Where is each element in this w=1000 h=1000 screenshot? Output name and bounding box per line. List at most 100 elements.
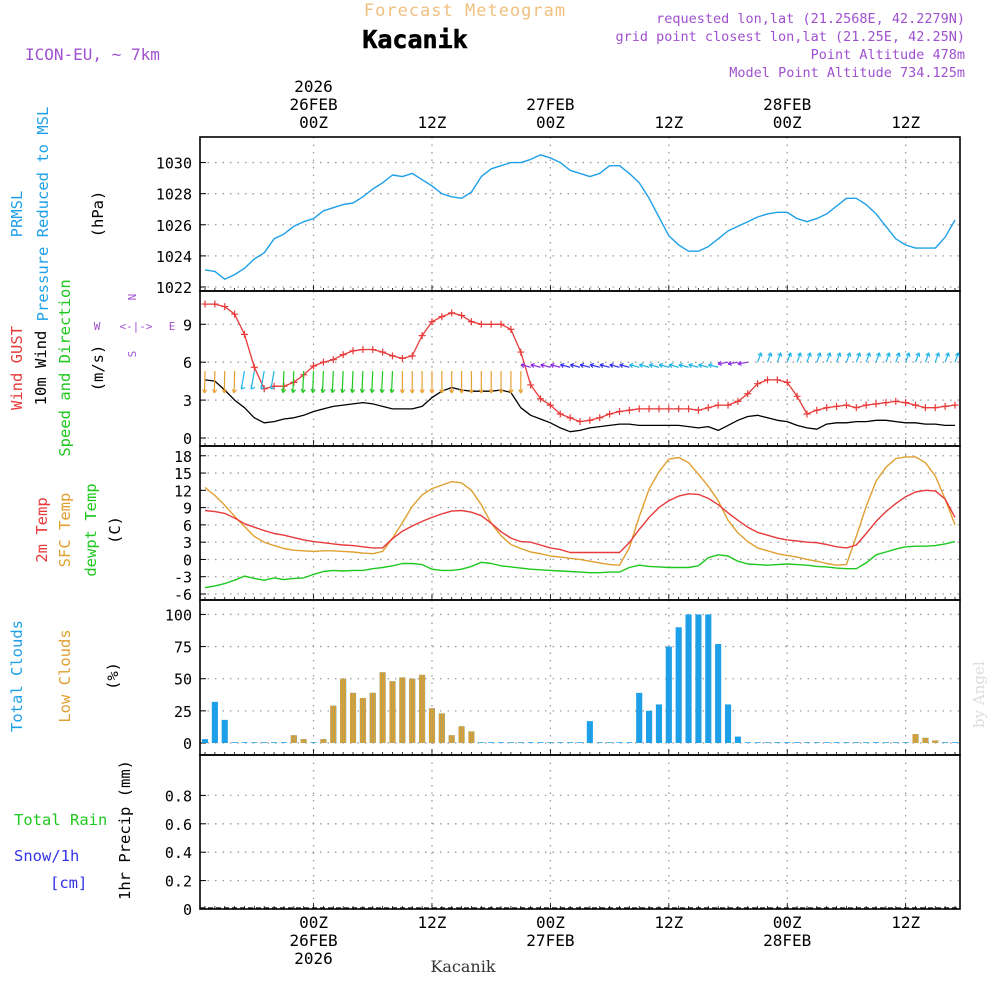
gust-marker: [862, 401, 870, 409]
wind-dir-label: Speed and Direction: [56, 279, 74, 456]
wind-arrow-head: [419, 389, 425, 394]
wind-direction-arrow: [321, 371, 325, 393]
wind-direction-arrow: [292, 371, 295, 393]
low-cloud-stripe: [379, 672, 382, 743]
wind-arrow-head: [806, 352, 812, 357]
total-cloud-bar: [201, 739, 209, 743]
total-cloud-bar: [833, 742, 840, 743]
top-time-label: 2026: [294, 77, 333, 96]
low-cloud-stripe: [391, 681, 394, 743]
total-cloud-bar: [626, 742, 633, 743]
wind-arrow-head: [350, 388, 356, 394]
panel-clouds: 0 25 50 75 100: [165, 599, 961, 756]
gust-marker: [754, 380, 762, 388]
wind-direction-arrow: [727, 361, 738, 365]
gust-marker: [833, 402, 841, 410]
gust-marker: [428, 318, 436, 326]
low-cloud-stripe: [369, 692, 372, 743]
wind-arrow-head: [579, 362, 585, 368]
total-cloud-bar: [241, 742, 248, 743]
wind-arrow-head: [905, 352, 911, 357]
wind-direction-arrow: [708, 364, 719, 368]
total-cloud-bar: [675, 627, 682, 743]
low-cloud-stripe: [359, 698, 362, 743]
wind-arrow-head: [935, 352, 941, 357]
low-cloud-stripe: [470, 731, 473, 743]
gust-marker: [882, 399, 890, 407]
low-cloud-stripe: [419, 674, 421, 743]
snow-unit-label: [cm]: [50, 874, 87, 892]
total-cloud-bar: [497, 742, 505, 743]
low-cloud-stripe: [431, 708, 433, 743]
low-cloud-stripe: [322, 739, 325, 743]
wind-direction-arrow: [924, 352, 930, 363]
gust-marker: [517, 348, 525, 356]
low-cloud-stripe: [421, 674, 423, 743]
low-cloud-stripe: [332, 705, 335, 743]
wind-direction-arrow: [311, 371, 315, 393]
wind-direction-arrow: [836, 352, 841, 363]
wind-arrow-head: [658, 362, 664, 368]
gust-marker: [537, 395, 545, 403]
bottom-time-label: 12Z: [891, 913, 920, 932]
total-cloud-bar: [261, 742, 268, 743]
low-cloud-stripe: [912, 734, 915, 743]
low-cloud-stripe: [934, 740, 937, 743]
bottom-time-label: 26FEB: [289, 931, 337, 950]
wind-arrow-head: [727, 360, 732, 366]
gust-marker: [694, 406, 702, 414]
wind-direction-arrow: [629, 364, 640, 368]
low-cloud-stripe: [428, 708, 431, 743]
y-tick-label: 1030: [156, 155, 192, 173]
wind-arrow-head: [221, 389, 228, 394]
gust-marker: [606, 410, 614, 418]
temp-unit: (C): [106, 516, 124, 544]
wind-direction-arrow: [599, 364, 610, 368]
clouds-unit: (%): [104, 662, 122, 690]
wind-direction-arrow: [776, 352, 782, 363]
total-cloud-bar: [507, 742, 514, 743]
low-cloud-stripe: [472, 731, 475, 743]
wind-unit: (m/s): [89, 345, 107, 392]
wind-arrow-head: [717, 360, 723, 366]
wind-arrow-head: [560, 362, 565, 368]
wind-arrow-head: [231, 389, 237, 394]
wind-direction-arrow: [678, 364, 689, 368]
gust-marker: [793, 392, 801, 400]
gust-marker: [734, 397, 742, 405]
wind-arrow-head: [787, 352, 793, 357]
total-cloud-bar: [872, 742, 880, 743]
wind-direction-arrow: [718, 361, 729, 365]
total-cloud-bar: [646, 710, 653, 743]
gust-marker: [586, 416, 594, 424]
total-cloud-bar: [576, 742, 584, 743]
low-clouds-label: Low Clouds: [56, 629, 74, 722]
gust-marker: [773, 376, 781, 384]
wind-arrow-head: [399, 389, 405, 394]
gust-marker: [921, 404, 929, 412]
footer-location: Kacanik: [430, 957, 495, 976]
wind-arrow-head: [589, 362, 595, 368]
chart-main-title: Forecast Meteogram: [364, 1, 566, 21]
wind-arrow-head: [389, 388, 395, 394]
y-tick-label: 9: [183, 316, 192, 334]
wind-arrow-head: [856, 352, 862, 357]
wind-arrow-head: [439, 389, 445, 394]
total-cloud-bar: [813, 742, 820, 743]
y-tick-label: 6: [183, 354, 192, 372]
low-cloud-stripe: [438, 713, 441, 743]
bottom-time-label: 00Z: [773, 913, 802, 932]
low-cloud-stripe: [458, 726, 461, 743]
wind-direction-arrow: [875, 352, 881, 363]
wind-direction-arrow: [855, 352, 861, 363]
wind-direction-arrow: [381, 371, 384, 393]
gust-marker: [369, 346, 377, 354]
wind-direction-arrow: [341, 371, 344, 393]
total-cloud-bar: [586, 721, 593, 743]
total-cloud-bar: [774, 742, 781, 743]
low-cloud-stripe: [460, 726, 463, 743]
wind-direction-arrow: [609, 364, 620, 368]
wind-direction-arrow: [816, 352, 821, 363]
total-cloud-bar: [754, 742, 761, 743]
